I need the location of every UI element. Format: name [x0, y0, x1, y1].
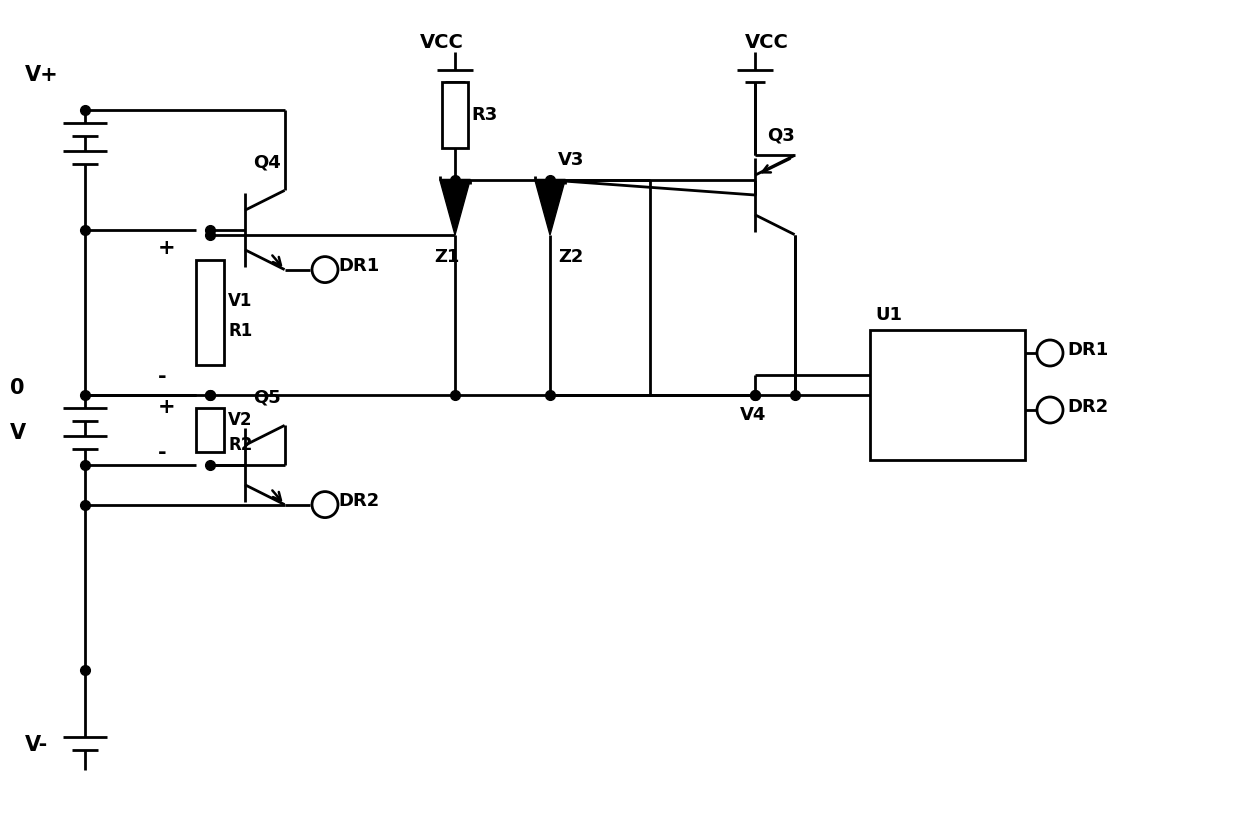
Text: Q4: Q4: [253, 153, 280, 171]
Text: -: -: [157, 443, 166, 463]
Circle shape: [312, 491, 339, 518]
Text: 0: 0: [10, 378, 25, 398]
Text: U1: U1: [875, 306, 901, 324]
Text: V+: V+: [25, 65, 58, 85]
Bar: [196, 408, 224, 452]
Polygon shape: [534, 180, 565, 235]
Text: R2: R2: [228, 436, 253, 454]
Bar: [441, 82, 467, 148]
Text: Z1: Z1: [434, 248, 460, 266]
Text: Q5: Q5: [253, 388, 280, 406]
Bar: [196, 260, 224, 365]
Text: V: V: [10, 423, 26, 443]
Text: V3: V3: [558, 151, 584, 169]
Text: IN: IN: [878, 366, 898, 384]
Text: DR1: DR1: [1066, 341, 1109, 359]
Text: R1: R1: [228, 321, 252, 339]
Circle shape: [312, 256, 339, 282]
Circle shape: [1037, 340, 1063, 366]
Text: R3: R3: [471, 106, 497, 124]
Text: +: +: [157, 397, 176, 417]
Circle shape: [1037, 397, 1063, 423]
Text: +: +: [157, 238, 176, 258]
Text: Q3: Q3: [768, 126, 795, 144]
Text: VCC: VCC: [745, 32, 789, 51]
Text: DR2: DR2: [339, 491, 379, 510]
Text: -: -: [157, 367, 166, 387]
Polygon shape: [440, 180, 470, 235]
Text: OUT2: OUT2: [925, 403, 972, 417]
Text: V-: V-: [25, 735, 48, 755]
Text: V4: V4: [739, 406, 766, 424]
Text: Z2: Z2: [558, 248, 583, 266]
Text: VCC: VCC: [420, 32, 464, 51]
Text: DR1: DR1: [339, 256, 379, 275]
Text: V1: V1: [228, 291, 253, 310]
Text: DR2: DR2: [1066, 398, 1109, 416]
Text: OUT1: OUT1: [925, 345, 971, 360]
Text: V2: V2: [228, 411, 253, 429]
Bar: [870, 330, 1025, 460]
